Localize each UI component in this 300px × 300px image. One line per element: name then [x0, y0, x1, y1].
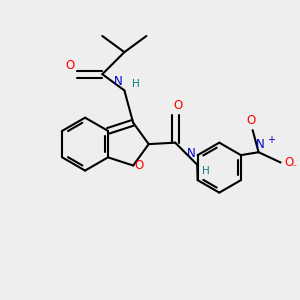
Text: O: O [173, 99, 183, 112]
Text: O: O [66, 59, 75, 72]
Text: O: O [247, 114, 256, 127]
Text: N: N [256, 138, 264, 151]
Text: N: N [114, 75, 123, 88]
Text: ⁻: ⁻ [292, 163, 297, 173]
Text: H: H [132, 79, 140, 89]
Text: O: O [135, 159, 144, 172]
Text: +: + [267, 135, 275, 145]
Text: O: O [284, 156, 293, 169]
Text: N: N [187, 147, 196, 160]
Text: H: H [202, 166, 209, 176]
